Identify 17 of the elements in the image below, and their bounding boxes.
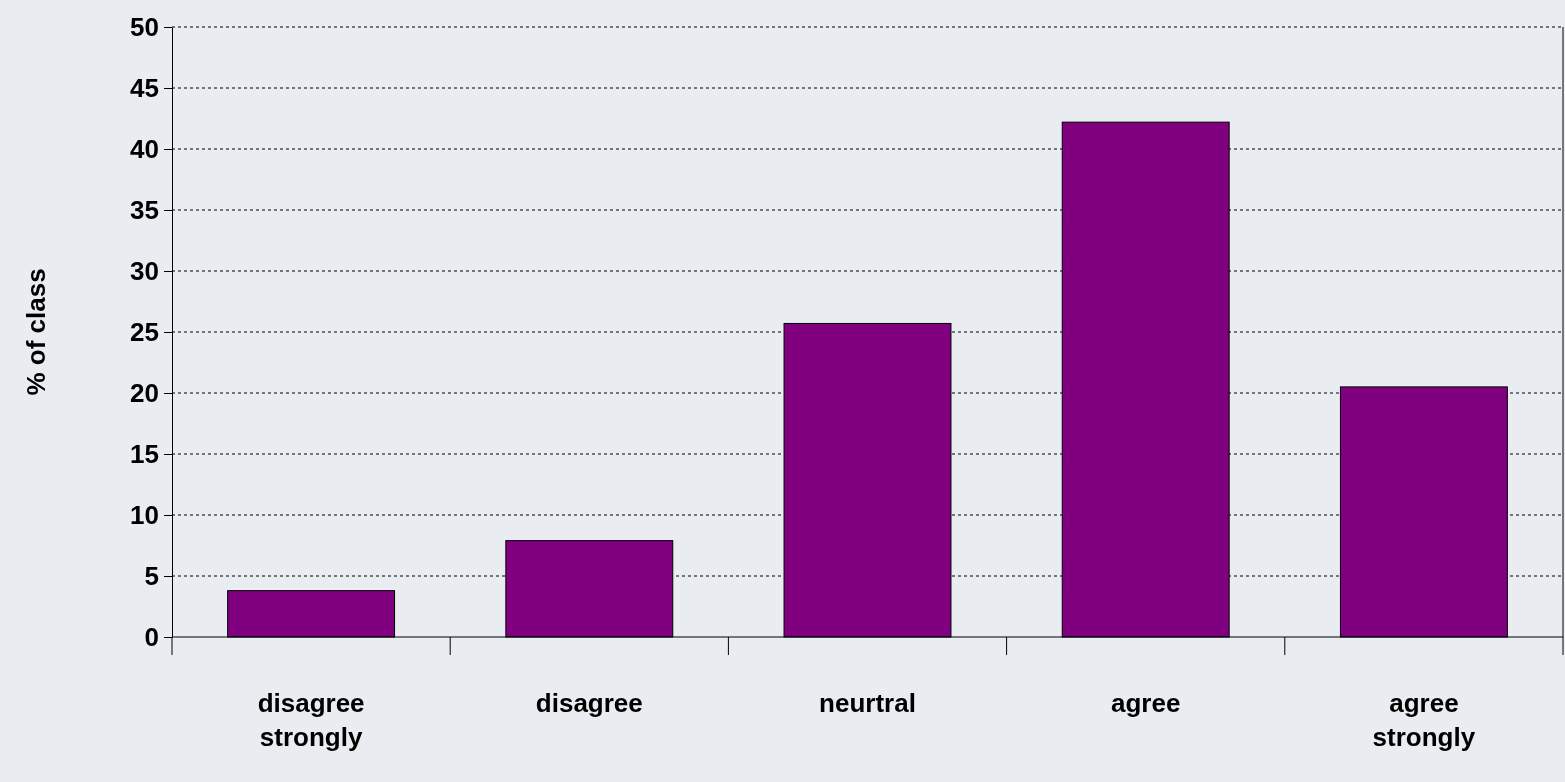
y-tick-label: 20 — [130, 377, 159, 408]
x-tick-label: neurtral — [819, 688, 916, 718]
y-tick-label: 25 — [130, 316, 159, 347]
y-tick-label: 45 — [130, 72, 159, 103]
y-tick-label: 30 — [130, 255, 159, 286]
y-tick-label: 35 — [130, 194, 159, 225]
y-tick-label: 5 — [144, 560, 159, 591]
x-tick-label: disagree — [535, 688, 643, 718]
y-tick-label: 0 — [144, 621, 159, 652]
y-tick-label: 15 — [130, 438, 159, 469]
x-tick-label: agree strongly — [1372, 688, 1476, 752]
y-tick-label: 10 — [130, 499, 159, 530]
x-tick-label: disagree strongly — [257, 688, 365, 752]
y-tick-label: 50 — [130, 11, 159, 42]
y-tick-label: 40 — [130, 133, 159, 164]
x-tick-label: agree — [1111, 688, 1181, 718]
y-axis-title: % of class — [21, 268, 51, 396]
